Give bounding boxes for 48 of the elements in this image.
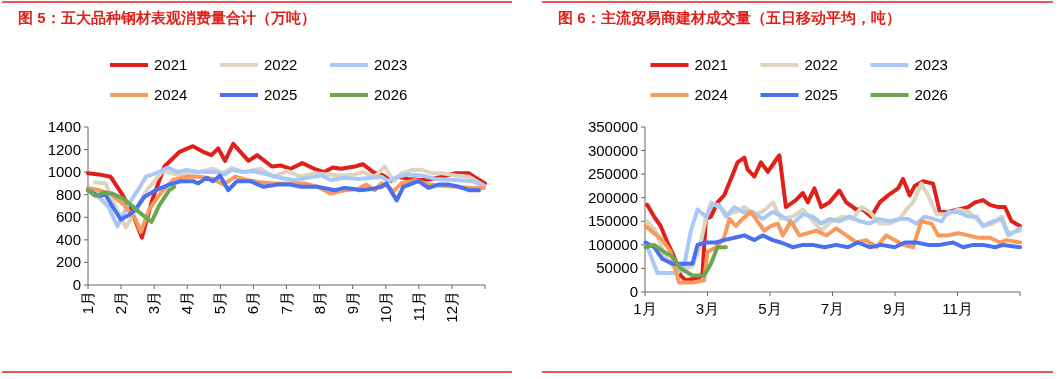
x-tick-label: 1月 xyxy=(79,291,96,315)
y-tick-label: 600 xyxy=(55,208,81,226)
y-tick-label: 1200 xyxy=(47,140,81,158)
x-tick-label: 9月 xyxy=(883,300,907,317)
y-tick-label: 0 xyxy=(72,276,81,293)
y-tick-label: 200000 xyxy=(587,188,638,206)
y-tick-label: 0 xyxy=(629,283,638,300)
legend-label: 2021 xyxy=(154,56,188,73)
x-tick-label: 8月 xyxy=(310,291,328,315)
y-tick-label: 100000 xyxy=(587,235,638,253)
x-tick-label: 10月 xyxy=(376,291,394,323)
x-tick-label: 5月 xyxy=(211,291,229,315)
x-tick-label: 2月 xyxy=(112,291,130,315)
y-tick-label: 150000 xyxy=(587,212,638,230)
chart-title: 图 5：五大品种钢材表观消费量合计（万吨） xyxy=(18,9,316,26)
legend-label: 2026 xyxy=(914,86,948,103)
y-tick-label: 50000 xyxy=(596,259,638,277)
y-tick-label: 250000 xyxy=(587,165,638,183)
y-tick-label: 200 xyxy=(55,253,81,271)
x-tick-label: 4月 xyxy=(178,291,196,315)
x-tick-label: 7月 xyxy=(277,291,295,315)
legend-label: 2022 xyxy=(804,56,838,73)
legend-label: 2024 xyxy=(694,86,728,103)
legend-label: 2026 xyxy=(374,86,408,103)
y-tick-label: 300000 xyxy=(587,141,638,159)
x-tick-label: 5月 xyxy=(758,300,782,317)
legend-label: 2023 xyxy=(374,56,408,73)
x-tick-label: 11月 xyxy=(409,291,427,322)
x-tick-label: 1月 xyxy=(633,300,657,317)
x-tick-label: 7月 xyxy=(820,300,845,317)
x-tick-label: 3月 xyxy=(695,300,720,317)
x-tick-label: 11月 xyxy=(942,300,973,317)
legend-label: 2022 xyxy=(264,56,298,73)
legend-label: 2021 xyxy=(694,56,728,73)
y-tick-label: 800 xyxy=(55,185,81,203)
x-tick-label: 3月 xyxy=(145,291,163,315)
y-tick-label: 350000 xyxy=(587,118,638,135)
legend-label: 2023 xyxy=(914,56,948,73)
y-tick-label: 1000 xyxy=(47,163,81,181)
x-tick-label: 12月 xyxy=(442,291,460,323)
legend-label: 2025 xyxy=(804,86,838,103)
chart-title: 图 6：主流贸易商建材成交量（五日移动平均，吨） xyxy=(558,9,901,26)
legend-label: 2024 xyxy=(154,86,188,103)
x-tick-label: 6月 xyxy=(244,291,262,315)
y-tick-label: 1400 xyxy=(47,118,81,135)
y-tick-label: 400 xyxy=(55,230,81,248)
legend-label: 2025 xyxy=(264,86,298,103)
x-tick-label: 9月 xyxy=(343,291,361,315)
